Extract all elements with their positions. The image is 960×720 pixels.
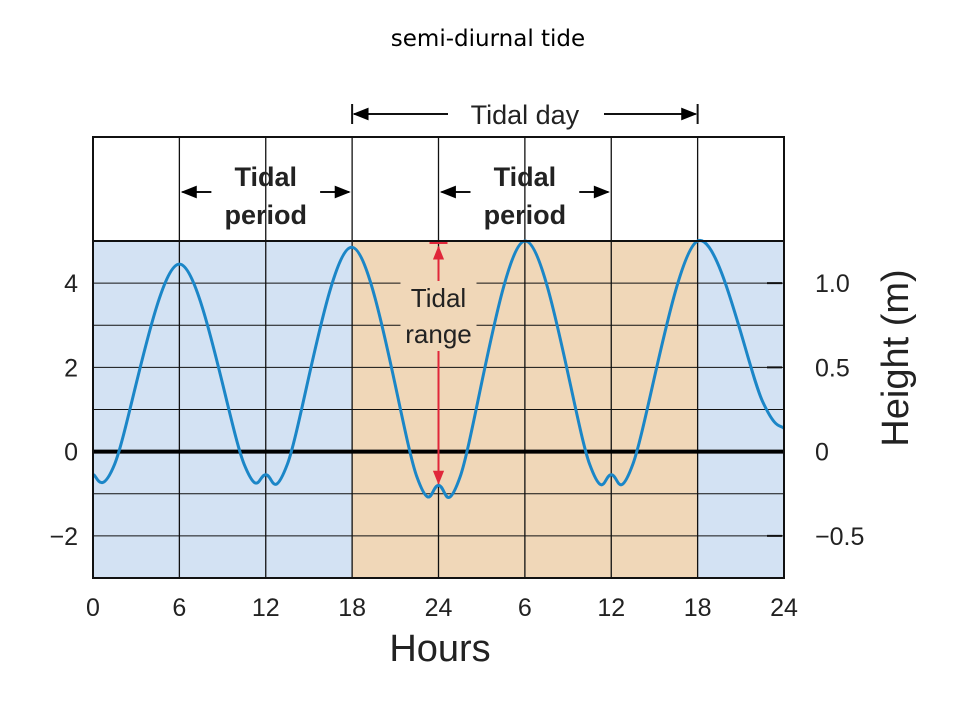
x-tick-label: 6 bbox=[172, 594, 186, 622]
page-title: semi-diurnal tide bbox=[390, 26, 586, 52]
tidal-range-label: Tidal bbox=[411, 283, 466, 313]
y-right-tick-label: 0.5 bbox=[815, 354, 850, 382]
axes: 0 6 12 18 24 6 12 18 24 Hours 4 2 0 −2 1.0 0.5 0 −0.5 Heig… bbox=[49, 136, 917, 670]
y-left-tick-label: −2 bbox=[49, 523, 78, 551]
y-left-tick-label: 4 bbox=[64, 270, 78, 298]
y-right-tick-label: −0.5 bbox=[815, 523, 864, 551]
x-tick-label: 24 bbox=[425, 594, 453, 622]
annotations: Tidal day Tidal period Tidal period Tidal rang… bbox=[180, 100, 699, 485]
x-tick-label: 0 bbox=[86, 594, 100, 622]
x-tick-label: 12 bbox=[597, 594, 625, 622]
x-tick-label: 24 bbox=[770, 594, 798, 622]
tide-line bbox=[91, 239, 786, 499]
tidal-period-label: period bbox=[484, 200, 567, 230]
x-tick-label: 18 bbox=[338, 594, 366, 622]
y-left-tick-label: 0 bbox=[64, 439, 78, 467]
y-right-tick-label: 1.0 bbox=[815, 270, 850, 298]
x-tick-label: 12 bbox=[252, 594, 280, 622]
tide-series bbox=[91, 239, 786, 499]
tidal-range-label: range bbox=[405, 319, 472, 349]
tidal-period-label: Tidal bbox=[234, 162, 297, 192]
x-axis-title: Hours bbox=[389, 628, 490, 670]
y-right-tick-label: 0 bbox=[815, 439, 829, 467]
x-tick-label: 6 bbox=[518, 594, 532, 622]
x-tick-label: 18 bbox=[684, 594, 712, 622]
y-right-axis-title: Height (m) bbox=[875, 269, 917, 446]
tidal-day-label: Tidal day bbox=[471, 100, 580, 130]
y-left-tick-label: 2 bbox=[64, 354, 78, 382]
tidal-period-label: period bbox=[224, 200, 307, 230]
tidal-period-label: Tidal bbox=[494, 162, 557, 192]
tidal-range-label-bg bbox=[400, 281, 477, 351]
chart-frame bbox=[92, 136, 785, 579]
